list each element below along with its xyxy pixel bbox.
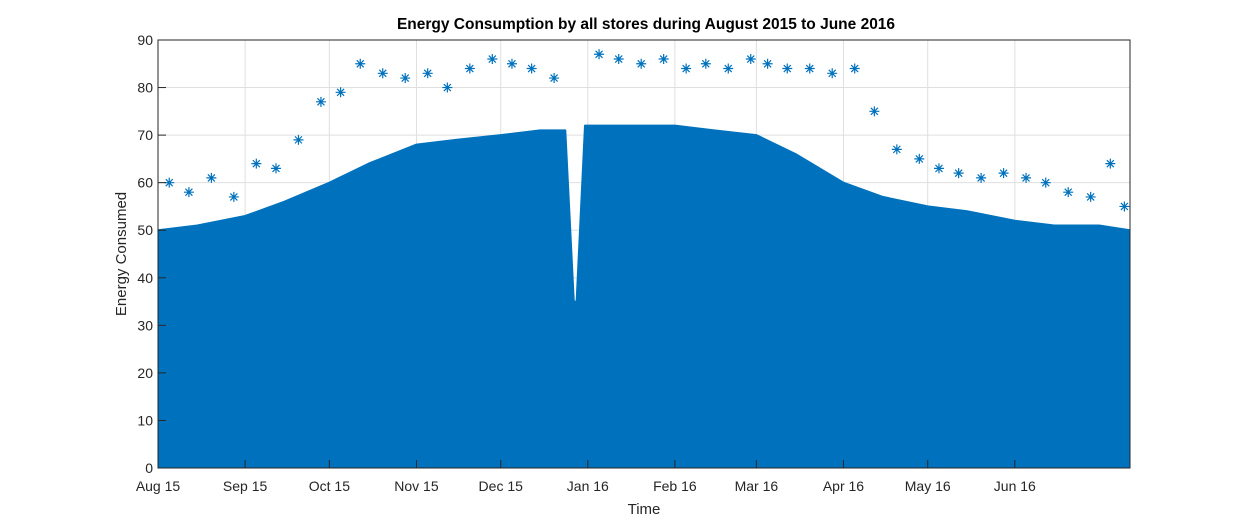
x-tick-label: Feb 16 [653, 478, 697, 494]
data-point-marker [933, 163, 944, 174]
x-tick-label: Dec 15 [479, 478, 524, 494]
data-point-marker [487, 54, 498, 65]
data-point-marker [953, 168, 964, 179]
plot-frame [157, 39, 1131, 469]
data-point-marker [745, 54, 756, 65]
data-point-marker [804, 63, 815, 74]
data-point-marker [1105, 158, 1116, 169]
data-point-marker [658, 54, 669, 65]
data-point-marker [681, 63, 692, 74]
data-point-marker [723, 63, 734, 74]
data-point-marker [377, 68, 388, 79]
dense-data-band [158, 124, 1130, 468]
data-point-marker [270, 163, 281, 174]
data-point-marker [442, 82, 453, 93]
y-tick-label: 70 [137, 127, 153, 143]
data-point-marker [827, 68, 838, 79]
data-point-marker [251, 158, 262, 169]
data-point-marker [183, 187, 194, 198]
y-tick-label: 40 [137, 270, 153, 286]
data-point-marker [464, 63, 475, 74]
data-point-marker [206, 172, 217, 183]
data-point-marker [506, 58, 517, 69]
y-tick-label: 30 [137, 317, 153, 333]
data-point-marker [526, 63, 537, 74]
x-tick-label: Jan 16 [567, 478, 609, 494]
y-axis: 0 10 20 30 40 50 60 70 80 90 [137, 32, 166, 476]
data-point-marker [1119, 201, 1130, 212]
data-point-marker [1063, 187, 1074, 198]
x-tick-label: Jun 16 [994, 478, 1036, 494]
x-tick-label: Sep 15 [223, 478, 268, 494]
data-point-marker [782, 63, 793, 74]
x-tick-label: Apr 16 [823, 478, 864, 494]
data-point-marker [1040, 177, 1051, 188]
y-tick-label: 50 [137, 222, 153, 238]
data-point-marker [976, 172, 987, 183]
x-tick-label: Mar 16 [735, 478, 779, 494]
y-axis-label: Energy Consumed [113, 192, 130, 316]
y-tick-label: 10 [137, 412, 153, 428]
data-point-marker [422, 68, 433, 79]
chart-title: Energy Consumption by all stores during … [397, 16, 895, 33]
data-point-marker [400, 73, 411, 84]
data-point-marker [355, 58, 366, 69]
data-point-marker [1021, 172, 1032, 183]
data-point-marker [228, 191, 239, 202]
data-point-marker [1085, 191, 1096, 202]
data-point-marker [869, 106, 880, 117]
data-point-marker [762, 58, 773, 69]
y-tick-label: 0 [145, 460, 153, 476]
data-markers [164, 49, 1130, 212]
x-axis-label: Time [628, 501, 661, 518]
data-point-marker [891, 144, 902, 155]
data-point-marker [636, 58, 647, 69]
x-tick-label: Aug 15 [136, 478, 181, 494]
x-tick-label: Oct 15 [309, 478, 350, 494]
data-point-marker [293, 134, 304, 145]
y-tick-label: 20 [137, 365, 153, 381]
x-tick-label: Nov 15 [394, 478, 439, 494]
data-point-marker [549, 73, 560, 84]
data-point-marker [164, 177, 175, 188]
data-point-marker [849, 63, 860, 74]
data-point-marker [700, 58, 711, 69]
x-axis: Aug 15 Sep 15 Oct 15 Nov 15 Dec 15 Jan 16 Feb … [136, 460, 1036, 494]
y-tick-label: 60 [137, 175, 153, 191]
data-band [158, 124, 1130, 468]
data-point-marker [914, 153, 925, 164]
data-point-marker [613, 54, 624, 65]
y-tick-label: 90 [137, 32, 153, 48]
y-tick-label: 80 [137, 80, 153, 96]
data-point-marker [315, 96, 326, 107]
x-tick-label: May 16 [905, 478, 951, 494]
data-point-marker [594, 49, 605, 60]
data-point-marker [335, 87, 346, 98]
data-point-marker [998, 168, 1009, 179]
